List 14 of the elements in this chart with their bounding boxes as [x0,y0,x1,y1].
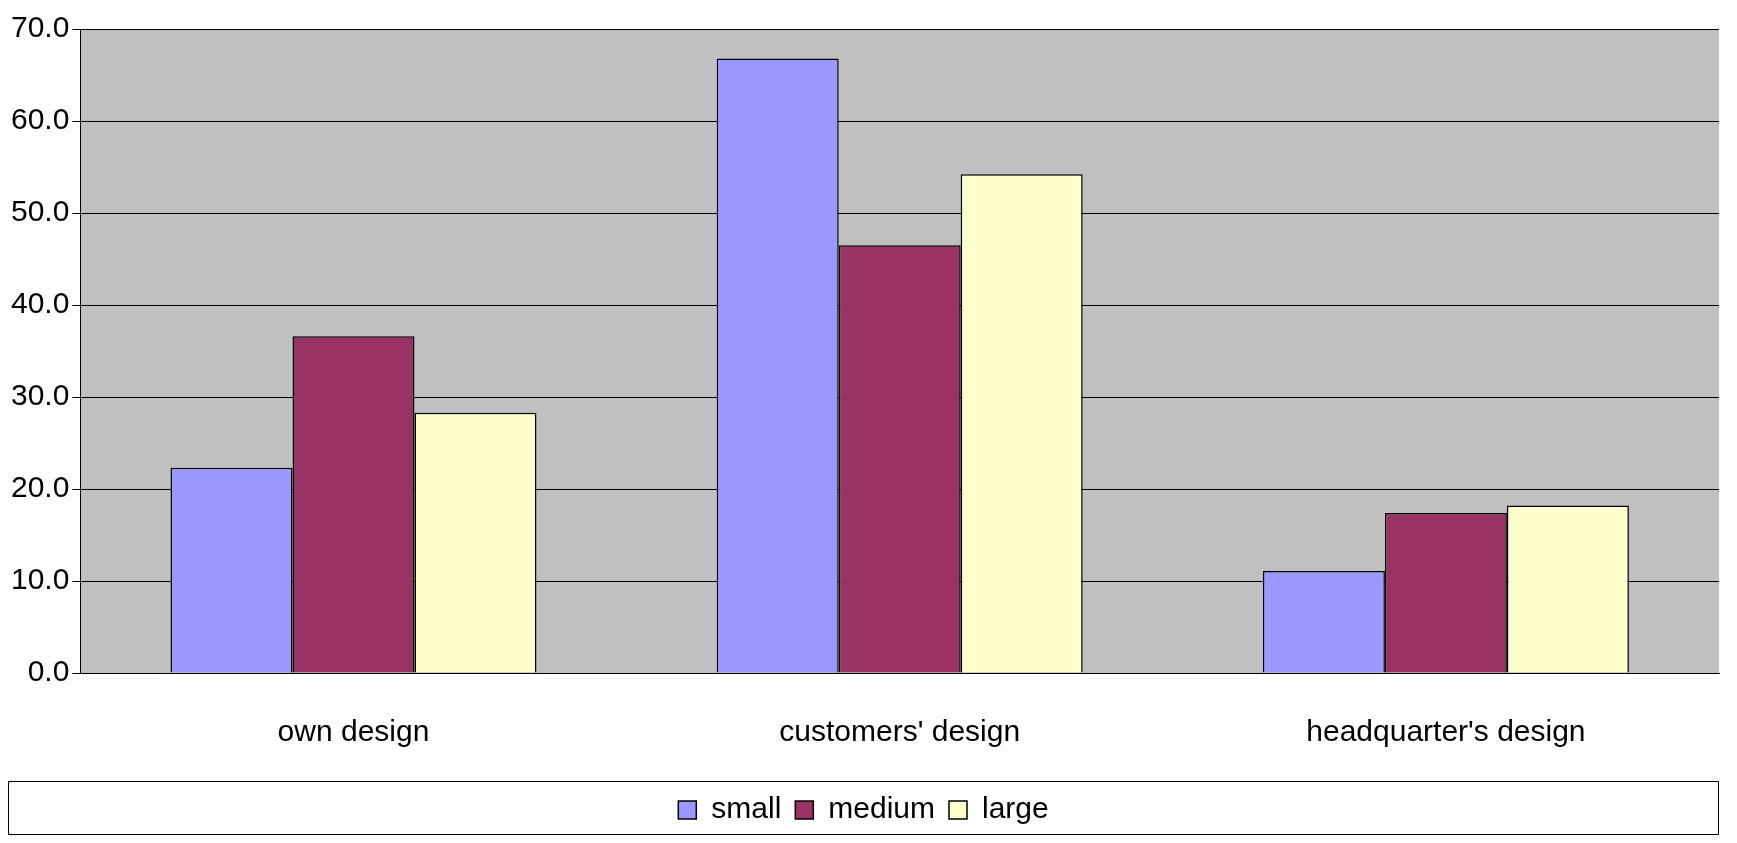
x-tick-label: customers' design [779,714,1021,748]
x-tick-label: own design [277,714,430,748]
y-tick-label: 20.0 [11,470,70,504]
y-tick-label: 30.0 [11,378,70,412]
legend-label: small [711,791,782,825]
y-tick-label: 70.0 [11,10,70,44]
x-tick-label: headquarter's design [1306,714,1586,748]
y-tick-label: 10.0 [11,562,70,596]
y-tick-label: 50.0 [11,194,70,228]
legend-label: large [982,791,1049,825]
y-tick-label: 60.0 [11,102,70,136]
legend-label: medium [828,791,935,825]
y-tick-label: 40.0 [11,286,70,320]
y-tick-label: 0.0 [27,654,70,688]
